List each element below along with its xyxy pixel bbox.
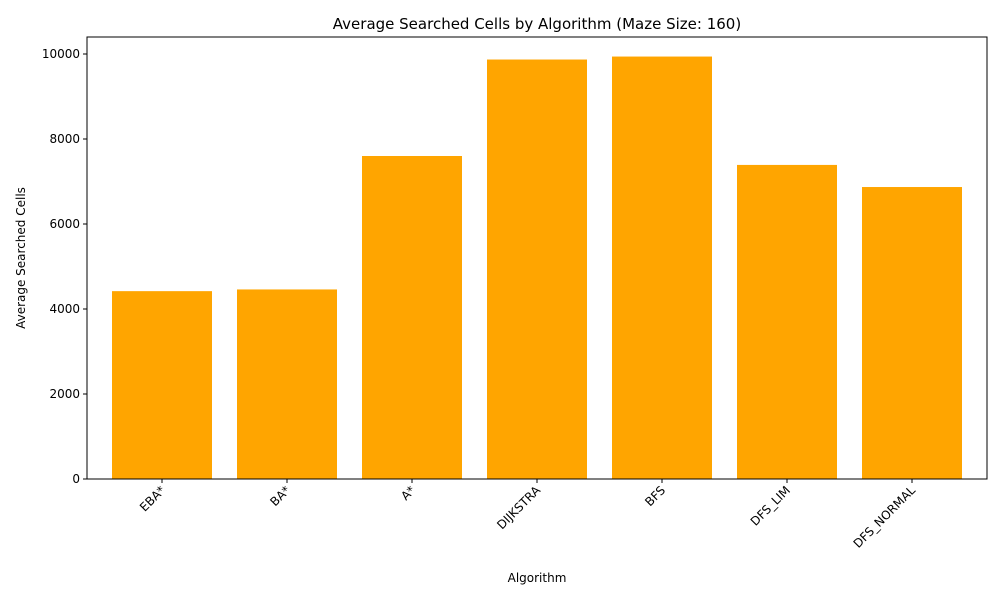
y-tick-label: 4000 (49, 302, 80, 316)
y-tick-label: 10000 (42, 47, 80, 61)
x-axis-label: Algorithm (508, 571, 567, 585)
bar (862, 187, 962, 479)
bar (112, 291, 212, 479)
x-tick-label: BFS (642, 483, 668, 509)
y-axis-label: Average Searched Cells (14, 187, 28, 329)
bar (362, 156, 462, 479)
chart-title: Average Searched Cells by Algorithm (Maz… (333, 15, 741, 33)
x-axis: EBA* BA* A* DIJKSTRA BFS DFS_LIM DFS_NORMAL (137, 479, 918, 551)
y-axis: 0 2000 4000 6000 8000 10000 (42, 47, 87, 486)
x-tick-label: A* (398, 483, 418, 503)
x-tick-label: DFS_NORMAL (851, 483, 919, 551)
x-tick-label: EBA* (137, 483, 168, 514)
x-tick-label: DIJKSTRA (494, 483, 543, 532)
y-tick-label: 8000 (49, 132, 80, 146)
x-tick-label: DFS_LIM (748, 483, 793, 528)
bar (737, 164, 837, 480)
bar (612, 56, 712, 480)
x-tick-label: BA* (267, 483, 293, 509)
y-tick-label: 2000 (49, 387, 80, 401)
bar (487, 59, 587, 480)
bar (237, 289, 337, 479)
y-tick-label: 6000 (49, 217, 80, 231)
y-tick-label: 0 (72, 472, 80, 486)
plot-frame (86, 36, 988, 480)
bars-group (112, 56, 962, 480)
